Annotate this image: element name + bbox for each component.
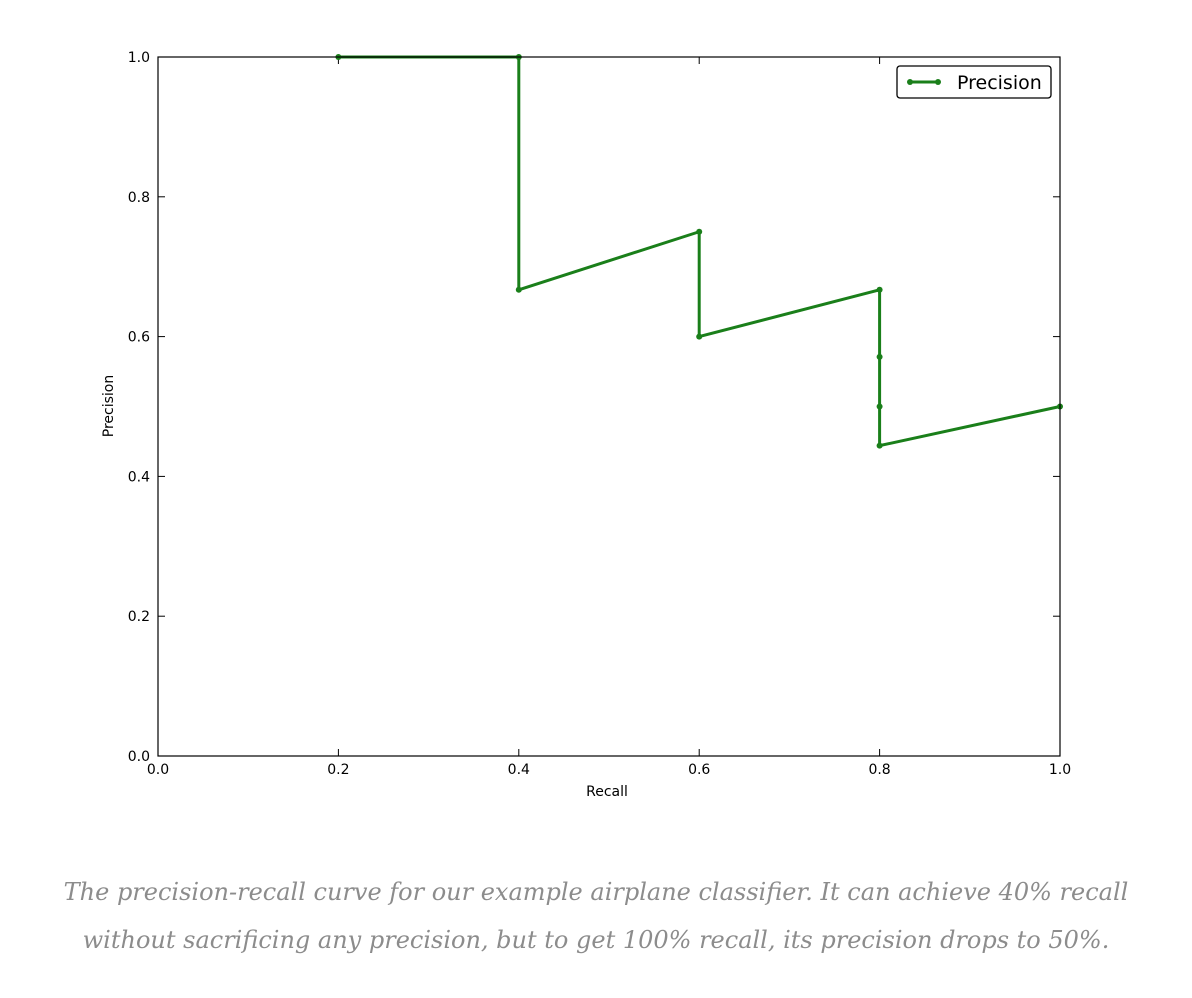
data-point	[876, 403, 883, 410]
x-tick-labels: 0.0 0.2 0.4 0.6 0.8 1.0	[147, 762, 1071, 778]
data-point	[696, 228, 703, 235]
legend-marker-start	[907, 79, 913, 85]
plot-frame	[157, 56, 1061, 757]
y-axis-label: Precision	[101, 375, 117, 437]
legend-box	[896, 65, 1052, 99]
data-point	[515, 286, 522, 293]
x-tick-label: 0.0	[147, 762, 169, 778]
data-point	[876, 286, 883, 293]
plot-area	[158, 57, 1060, 756]
legend-label-precision: Precision	[957, 72, 1042, 94]
y-tick-label: 1.0	[128, 50, 150, 66]
series-group	[335, 54, 1063, 449]
x-tick-label: 0.2	[327, 762, 349, 778]
precision-recall-chart: 0.0 0.2 0.4 0.6 0.8 1.0 0.0 0.2 0.4 0.6 0.8 1.0 Re…	[101, 50, 1071, 800]
y-tick-label: 0.2	[128, 609, 150, 625]
y-tick-label: 0.6	[128, 330, 150, 346]
legend-marker-end	[935, 79, 941, 85]
data-point	[696, 333, 703, 340]
y-tick-label: 0.0	[128, 749, 150, 765]
x-tick-label: 0.4	[508, 762, 530, 778]
x-tick-label: 0.8	[868, 762, 890, 778]
figure-caption: The precision-recall curve for our examp…	[30, 868, 1162, 964]
y-tick-label: 0.8	[128, 190, 150, 206]
series-line-precision	[338, 55, 1061, 448]
x-axis-label: Recall	[586, 784, 628, 800]
data-point	[876, 353, 883, 360]
y-tick-labels: 0.0 0.2 0.4 0.6 0.8 1.0	[128, 50, 150, 765]
caption-line-2: without sacrificing any precision, but t…	[82, 926, 1110, 954]
y-tick-label: 0.4	[128, 469, 150, 485]
legend: Precision	[896, 65, 1052, 99]
x-tick-label: 1.0	[1049, 762, 1071, 778]
caption-line-1: The precision-recall curve for our examp…	[63, 878, 1129, 906]
x-tick-label: 0.6	[688, 762, 710, 778]
data-point	[876, 442, 883, 449]
